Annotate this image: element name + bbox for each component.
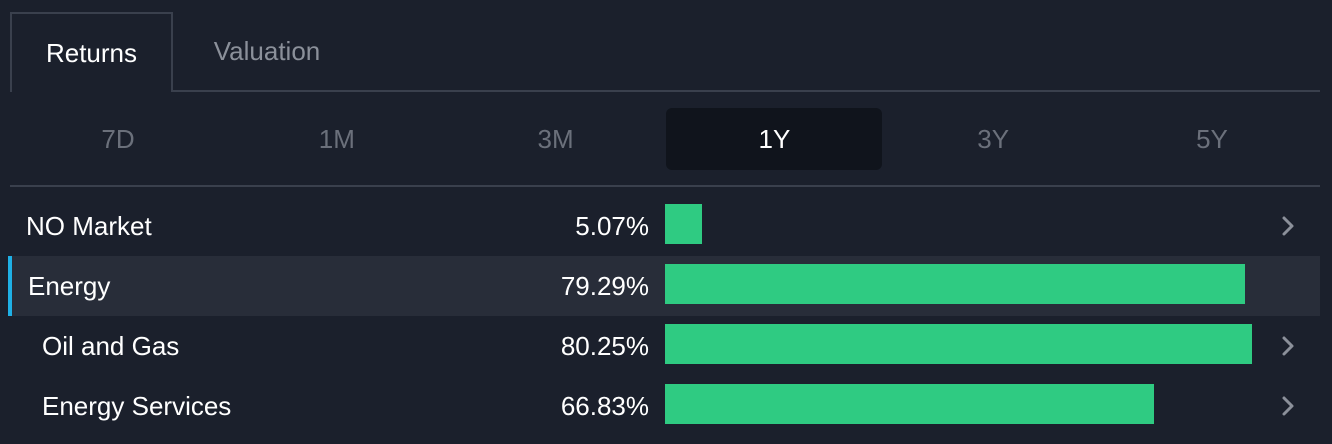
row-label: NO Market xyxy=(26,211,152,241)
period-1m-label: 1M xyxy=(318,123,355,154)
period-5y[interactable]: 5Y xyxy=(1104,108,1320,170)
row-energy[interactable]: Energy 79.29% xyxy=(8,256,1320,316)
period-1m[interactable]: 1M xyxy=(229,108,445,170)
period-3m-label: 3M xyxy=(537,123,574,154)
chevron-right-icon[interactable] xyxy=(1274,328,1302,364)
period-divider xyxy=(10,185,1320,187)
bar-track xyxy=(665,384,1261,424)
row-value: 5.07% xyxy=(575,211,649,241)
period-1y[interactable]: 1Y xyxy=(666,108,883,170)
return-bar xyxy=(665,204,703,244)
return-bar xyxy=(665,324,1252,364)
row-no-market[interactable]: NO Market 5.07% xyxy=(8,196,1320,256)
period-1y-label: 1Y xyxy=(758,123,791,154)
period-3m[interactable]: 3M xyxy=(448,108,664,170)
selected-accent xyxy=(8,256,12,316)
period-5y-label: 5Y xyxy=(1196,123,1228,154)
row-value: 79.29% xyxy=(560,271,649,301)
bar-track xyxy=(665,264,1261,304)
tab-bar: Returns Valuation xyxy=(10,12,1320,92)
period-3y[interactable]: 3Y xyxy=(885,108,1101,170)
return-bar xyxy=(665,264,1245,304)
tab-returns-label: Returns xyxy=(45,37,138,68)
bar-track xyxy=(665,204,1261,244)
period-selector: 7D 1M 3M 1Y 3Y 5Y xyxy=(10,108,1320,170)
row-energy-services[interactable]: Energy Services 66.83% xyxy=(8,376,1320,436)
tab-valuation[interactable]: Valuation xyxy=(173,12,361,90)
chevron-right-icon[interactable] xyxy=(1274,388,1302,424)
chevron-right-icon[interactable] xyxy=(1274,208,1302,244)
period-7d-label: 7D xyxy=(101,123,135,154)
returns-list: NO Market 5.07% Energy 79.29% Oil and Ga… xyxy=(8,196,1320,436)
tab-valuation-label: Valuation xyxy=(213,35,321,66)
bar-track xyxy=(665,324,1261,364)
return-bar xyxy=(665,384,1154,424)
row-value: 80.25% xyxy=(560,331,649,361)
tab-returns[interactable]: Returns xyxy=(10,12,173,92)
period-7d[interactable]: 7D xyxy=(10,108,226,170)
row-label: Oil and Gas xyxy=(42,331,180,361)
row-label: Energy Services xyxy=(42,391,232,421)
period-3y-label: 3Y xyxy=(977,123,1010,154)
row-oil-and-gas[interactable]: Oil and Gas 80.25% xyxy=(8,316,1320,376)
row-label: Energy xyxy=(28,271,111,301)
row-value: 66.83% xyxy=(560,391,649,421)
